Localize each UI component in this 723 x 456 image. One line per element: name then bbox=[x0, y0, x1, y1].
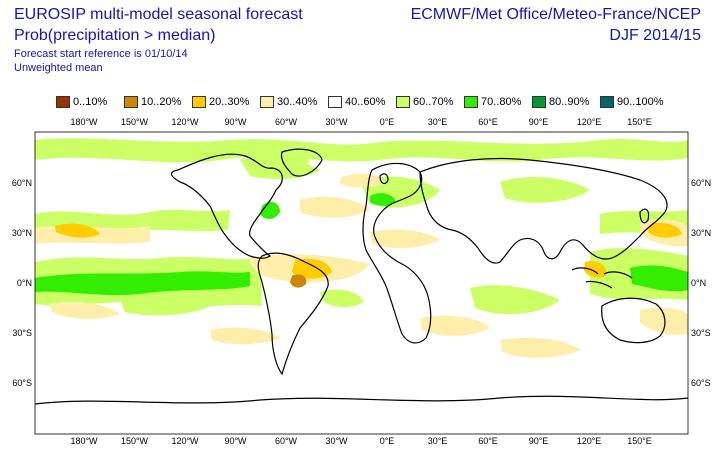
coast-north-america bbox=[170, 153, 283, 259]
shade-mid-atlantic bbox=[300, 196, 370, 218]
shade-e-us bbox=[260, 201, 280, 219]
lon-tick-bottom: 120°E bbox=[577, 436, 602, 446]
coast-asia bbox=[419, 157, 668, 264]
shade-indian-ocean bbox=[470, 285, 560, 315]
shade-n-pacific-core bbox=[55, 223, 100, 238]
shade-arctic-band bbox=[35, 138, 688, 163]
coast-japan bbox=[639, 208, 650, 224]
coast-antarctica bbox=[35, 395, 688, 405]
shade-europe-s bbox=[340, 173, 384, 188]
lon-tick-bottom: 90°W bbox=[224, 436, 247, 446]
shade-s-pacific bbox=[120, 297, 210, 316]
lon-tick-top: 90°E bbox=[529, 117, 549, 127]
lon-tick-bottom: 30°E bbox=[428, 436, 448, 446]
legend-swatch bbox=[56, 96, 70, 108]
legend-swatch bbox=[464, 96, 478, 108]
axis-ticks: 180°W 180°W 150°W 150°W 120°W 120°W 90°W 90°W 60… bbox=[12, 117, 711, 446]
shade-australia-e bbox=[640, 307, 688, 336]
lat-tick-right: 30°S bbox=[691, 328, 711, 338]
legend-swatch bbox=[532, 96, 546, 108]
lat-tick-left: 0°N bbox=[17, 278, 32, 288]
shade-eq-pacific-core bbox=[35, 271, 250, 296]
coastlines bbox=[35, 148, 688, 405]
shade-w-pacific-dry bbox=[648, 222, 682, 238]
shade-amazon-core bbox=[292, 258, 332, 279]
legend-label: 30..40% bbox=[277, 96, 318, 108]
lon-tick-top: 180°W bbox=[70, 117, 98, 127]
shade-siberia bbox=[500, 176, 590, 203]
forecast-start-note: Forecast start reference is 01/10/14 bbox=[14, 48, 188, 60]
probability-shading bbox=[35, 138, 688, 358]
legend-label: 10..20% bbox=[141, 96, 182, 108]
map-frame bbox=[34, 131, 689, 435]
lon-tick-top: 0°E bbox=[380, 117, 395, 127]
legend-label: 90..100% bbox=[617, 96, 664, 108]
shade-n-africa bbox=[370, 229, 440, 249]
legend-label: 60..70% bbox=[413, 96, 454, 108]
legend-swatch bbox=[124, 96, 138, 108]
centres-title: ECMWF/Met Office/Meteo-France/NCEP bbox=[410, 6, 701, 23]
lon-tick-bottom: 30°W bbox=[325, 436, 348, 446]
legend-swatch bbox=[260, 96, 274, 108]
legend-swatch bbox=[600, 96, 614, 108]
legend-swatch bbox=[396, 96, 410, 108]
lon-tick-bottom: 180°W bbox=[70, 436, 98, 446]
lon-tick-top: 150°W bbox=[121, 117, 149, 127]
legend-label: 40..60% bbox=[345, 96, 386, 108]
lat-tick-left: 30°S bbox=[12, 328, 32, 338]
lon-tick-bottom: 60°E bbox=[478, 436, 498, 446]
shade-atlantic-spot bbox=[370, 193, 396, 206]
map-subtitle: Prob(precipitation > median) bbox=[14, 27, 216, 44]
shade-s-pacific-dry bbox=[210, 327, 280, 345]
map-title: EUROSIP multi-model seasonal forecast bbox=[14, 6, 303, 23]
lat-tick-right: 60°N bbox=[691, 178, 711, 188]
legend-label: 0..10% bbox=[73, 96, 108, 108]
mean-note: Unweighted mean bbox=[14, 62, 103, 74]
lon-tick-top: 60°E bbox=[478, 117, 498, 127]
coast-uk bbox=[379, 173, 389, 185]
lat-tick-left: 30°N bbox=[12, 228, 32, 238]
coast-greenland bbox=[280, 148, 323, 177]
legend-label: 70..80% bbox=[481, 96, 522, 108]
shade-sw-pacific bbox=[50, 301, 120, 320]
legend-swatch bbox=[328, 96, 342, 108]
lon-tick-top: 120°E bbox=[577, 117, 602, 127]
shade-s-atlantic bbox=[320, 289, 364, 308]
lon-tick-top: 30°E bbox=[428, 117, 448, 127]
shade-maritime bbox=[584, 260, 607, 278]
shade-s-indian bbox=[500, 337, 580, 358]
lon-tick-top: 90°W bbox=[224, 117, 247, 127]
coast-south-america bbox=[257, 252, 329, 376]
coast-maritime-islands bbox=[571, 267, 633, 289]
shade-amazon-dry-core bbox=[290, 274, 307, 288]
lon-tick-bottom: 120°W bbox=[171, 436, 199, 446]
lat-tick-right: 30°N bbox=[691, 228, 711, 238]
lon-tick-bottom: 90°E bbox=[529, 436, 549, 446]
lat-tick-right: 0°N bbox=[691, 278, 706, 288]
lon-tick-bottom: 150°E bbox=[627, 436, 652, 446]
lat-tick-right: 60°S bbox=[691, 378, 711, 388]
lat-tick-left: 60°S bbox=[12, 378, 32, 388]
season-label: DJF 2014/15 bbox=[609, 27, 701, 44]
legend-swatch bbox=[192, 96, 206, 108]
legend-label: 80..90% bbox=[549, 96, 590, 108]
lat-tick-left: 60°N bbox=[12, 178, 32, 188]
legend-label: 20..30% bbox=[209, 96, 250, 108]
lon-tick-top: 150°E bbox=[627, 117, 652, 127]
lon-tick-top: 30°W bbox=[325, 117, 348, 127]
coast-europe-africa bbox=[362, 162, 432, 344]
lon-tick-top: 60°W bbox=[275, 117, 298, 127]
lon-tick-bottom: 0°E bbox=[380, 436, 395, 446]
lon-tick-top: 120°W bbox=[171, 117, 199, 127]
shade-w-pacific-core bbox=[630, 265, 688, 292]
shade-s-africa bbox=[420, 315, 490, 336]
lon-tick-bottom: 150°W bbox=[121, 436, 149, 446]
coast-australia bbox=[601, 297, 666, 344]
lon-tick-bottom: 60°W bbox=[275, 436, 298, 446]
